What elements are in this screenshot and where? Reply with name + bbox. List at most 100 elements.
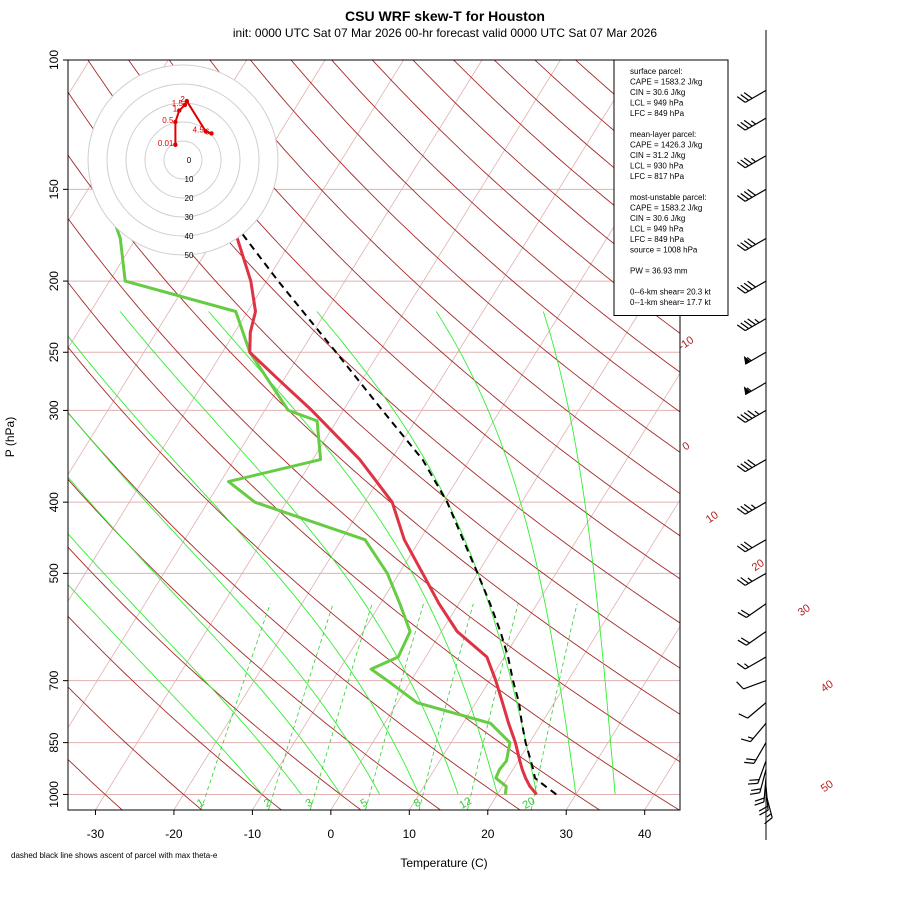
dry-adiabat xyxy=(290,60,680,413)
stats-line: most-unstable parcel: xyxy=(630,193,706,202)
stats-line: surface parcel: xyxy=(630,67,682,76)
dry-adiabat xyxy=(68,154,680,715)
barb-flag xyxy=(740,609,750,616)
moist-adiabat xyxy=(68,411,381,795)
wind-barb xyxy=(737,631,767,646)
hodograph-point-label: 1 xyxy=(173,105,178,114)
barb-half-flag xyxy=(754,318,760,324)
wind-barb xyxy=(744,742,767,764)
mixing-ratio-label: 1 xyxy=(195,797,206,810)
barb-pennant xyxy=(743,355,751,365)
barb-flag xyxy=(736,662,746,670)
barb-flag xyxy=(740,159,750,167)
wind-barb xyxy=(736,501,767,515)
barb-flag xyxy=(747,189,756,196)
barb-flag xyxy=(749,792,760,795)
wind-barb xyxy=(747,760,767,785)
footnote: dashed black line shows ascent of parcel… xyxy=(11,851,218,860)
hodograph-ring xyxy=(163,140,203,180)
barb-half-flag xyxy=(751,504,756,509)
barb-flag xyxy=(740,284,750,292)
y-tick-label: 500 xyxy=(47,563,61,583)
barb-flag xyxy=(747,280,756,288)
hodograph-ring-label: 30 xyxy=(185,213,194,222)
x-tick-label: 0 xyxy=(328,827,335,841)
y-tick-label: 700 xyxy=(47,670,61,690)
dry-adiabat xyxy=(412,60,680,296)
wind-barb xyxy=(736,318,767,332)
x-tick-label: -10 xyxy=(244,827,262,841)
dry-adiabat-label: 30 xyxy=(796,602,813,619)
dry-adiabat xyxy=(68,478,441,810)
hodograph-point xyxy=(173,119,178,125)
stats-line: PW = 36.93 mm xyxy=(630,267,688,276)
temperature-axis: -30 -20 -10 0 10 20 30 40 xyxy=(87,810,652,841)
hodograph: 0 10 20 30 40 50 0.01 0.5 11.52 4.5 6 xyxy=(87,64,279,260)
barb-flag xyxy=(743,503,753,511)
hodograph-ring xyxy=(125,102,241,218)
wind-barb xyxy=(736,117,767,131)
stats-line: mean-layer parcel: xyxy=(630,130,696,139)
stats-line: CIN = 30.6 J/kg xyxy=(630,214,685,223)
barb-flag xyxy=(743,191,753,198)
wind-barb xyxy=(740,722,767,743)
y-tick-label: 400 xyxy=(47,492,61,512)
hodograph-point xyxy=(182,102,188,108)
barb-flag xyxy=(743,541,753,549)
barb-shaft xyxy=(745,631,767,646)
x-tick-label: -20 xyxy=(165,827,183,841)
barb-flag xyxy=(743,92,753,99)
wind-barb xyxy=(736,656,767,670)
isotherm-line xyxy=(68,60,483,729)
dry-adiabat-label: 0 xyxy=(680,440,692,453)
mixing-ratio-line xyxy=(530,603,578,810)
mixing-ratio-label: 3 xyxy=(304,797,315,810)
moist-adiabat xyxy=(119,311,459,795)
barb-shaft xyxy=(763,778,767,803)
barb-shaft xyxy=(747,702,767,719)
hodograph-ring xyxy=(144,121,222,199)
barb-pennant xyxy=(743,386,751,395)
mixing-ratio-label: 2 xyxy=(262,797,273,810)
barb-flag xyxy=(744,761,755,764)
barb-flag xyxy=(751,788,761,792)
stats-box-frame xyxy=(613,59,729,316)
barb-flag xyxy=(740,121,750,129)
barb-flag xyxy=(736,681,744,690)
dry-adiabat xyxy=(68,217,680,763)
y-tick-label: 200 xyxy=(47,271,61,291)
barb-flag xyxy=(740,505,750,513)
stats-line: CAPE = 1426.3 J/kg xyxy=(630,141,702,150)
hodograph-point xyxy=(177,108,182,113)
barb-flag xyxy=(736,96,746,103)
barb-shaft xyxy=(744,351,767,365)
x-axis-label: Temperature (C) xyxy=(400,856,487,870)
stats-line: LCL = 949 hPa xyxy=(630,225,684,234)
moist-adiabat xyxy=(542,311,616,795)
barb-flag xyxy=(736,123,746,131)
stats-line: source = 1008 hPa xyxy=(630,246,698,255)
barb-flag xyxy=(736,465,746,473)
barb-half-flag xyxy=(744,663,750,668)
mixing-ratio-label: 20 xyxy=(521,795,538,812)
barb-flag xyxy=(736,161,746,169)
wind-barb xyxy=(736,155,767,169)
y-tick-label: 850 xyxy=(47,732,61,752)
barb-flag xyxy=(736,545,746,553)
hodograph-point-label: 2 xyxy=(180,95,185,104)
barb-half-flag xyxy=(747,736,754,740)
wind-barb xyxy=(764,794,773,825)
stats-line: LCL = 930 hPa xyxy=(630,162,684,171)
barb-flag xyxy=(736,507,746,515)
barb-flag xyxy=(740,414,750,421)
barb-shaft xyxy=(743,680,767,690)
moist-adiabat xyxy=(435,311,577,795)
hodograph-point-label: 1.5 xyxy=(172,99,184,108)
y-axis-label: P (hPa) xyxy=(3,417,17,457)
wind-barb xyxy=(736,680,767,690)
barb-flag xyxy=(743,282,753,290)
barb-flag xyxy=(740,193,750,200)
hodograph-point xyxy=(209,131,214,136)
barb-half-flag xyxy=(751,120,756,125)
